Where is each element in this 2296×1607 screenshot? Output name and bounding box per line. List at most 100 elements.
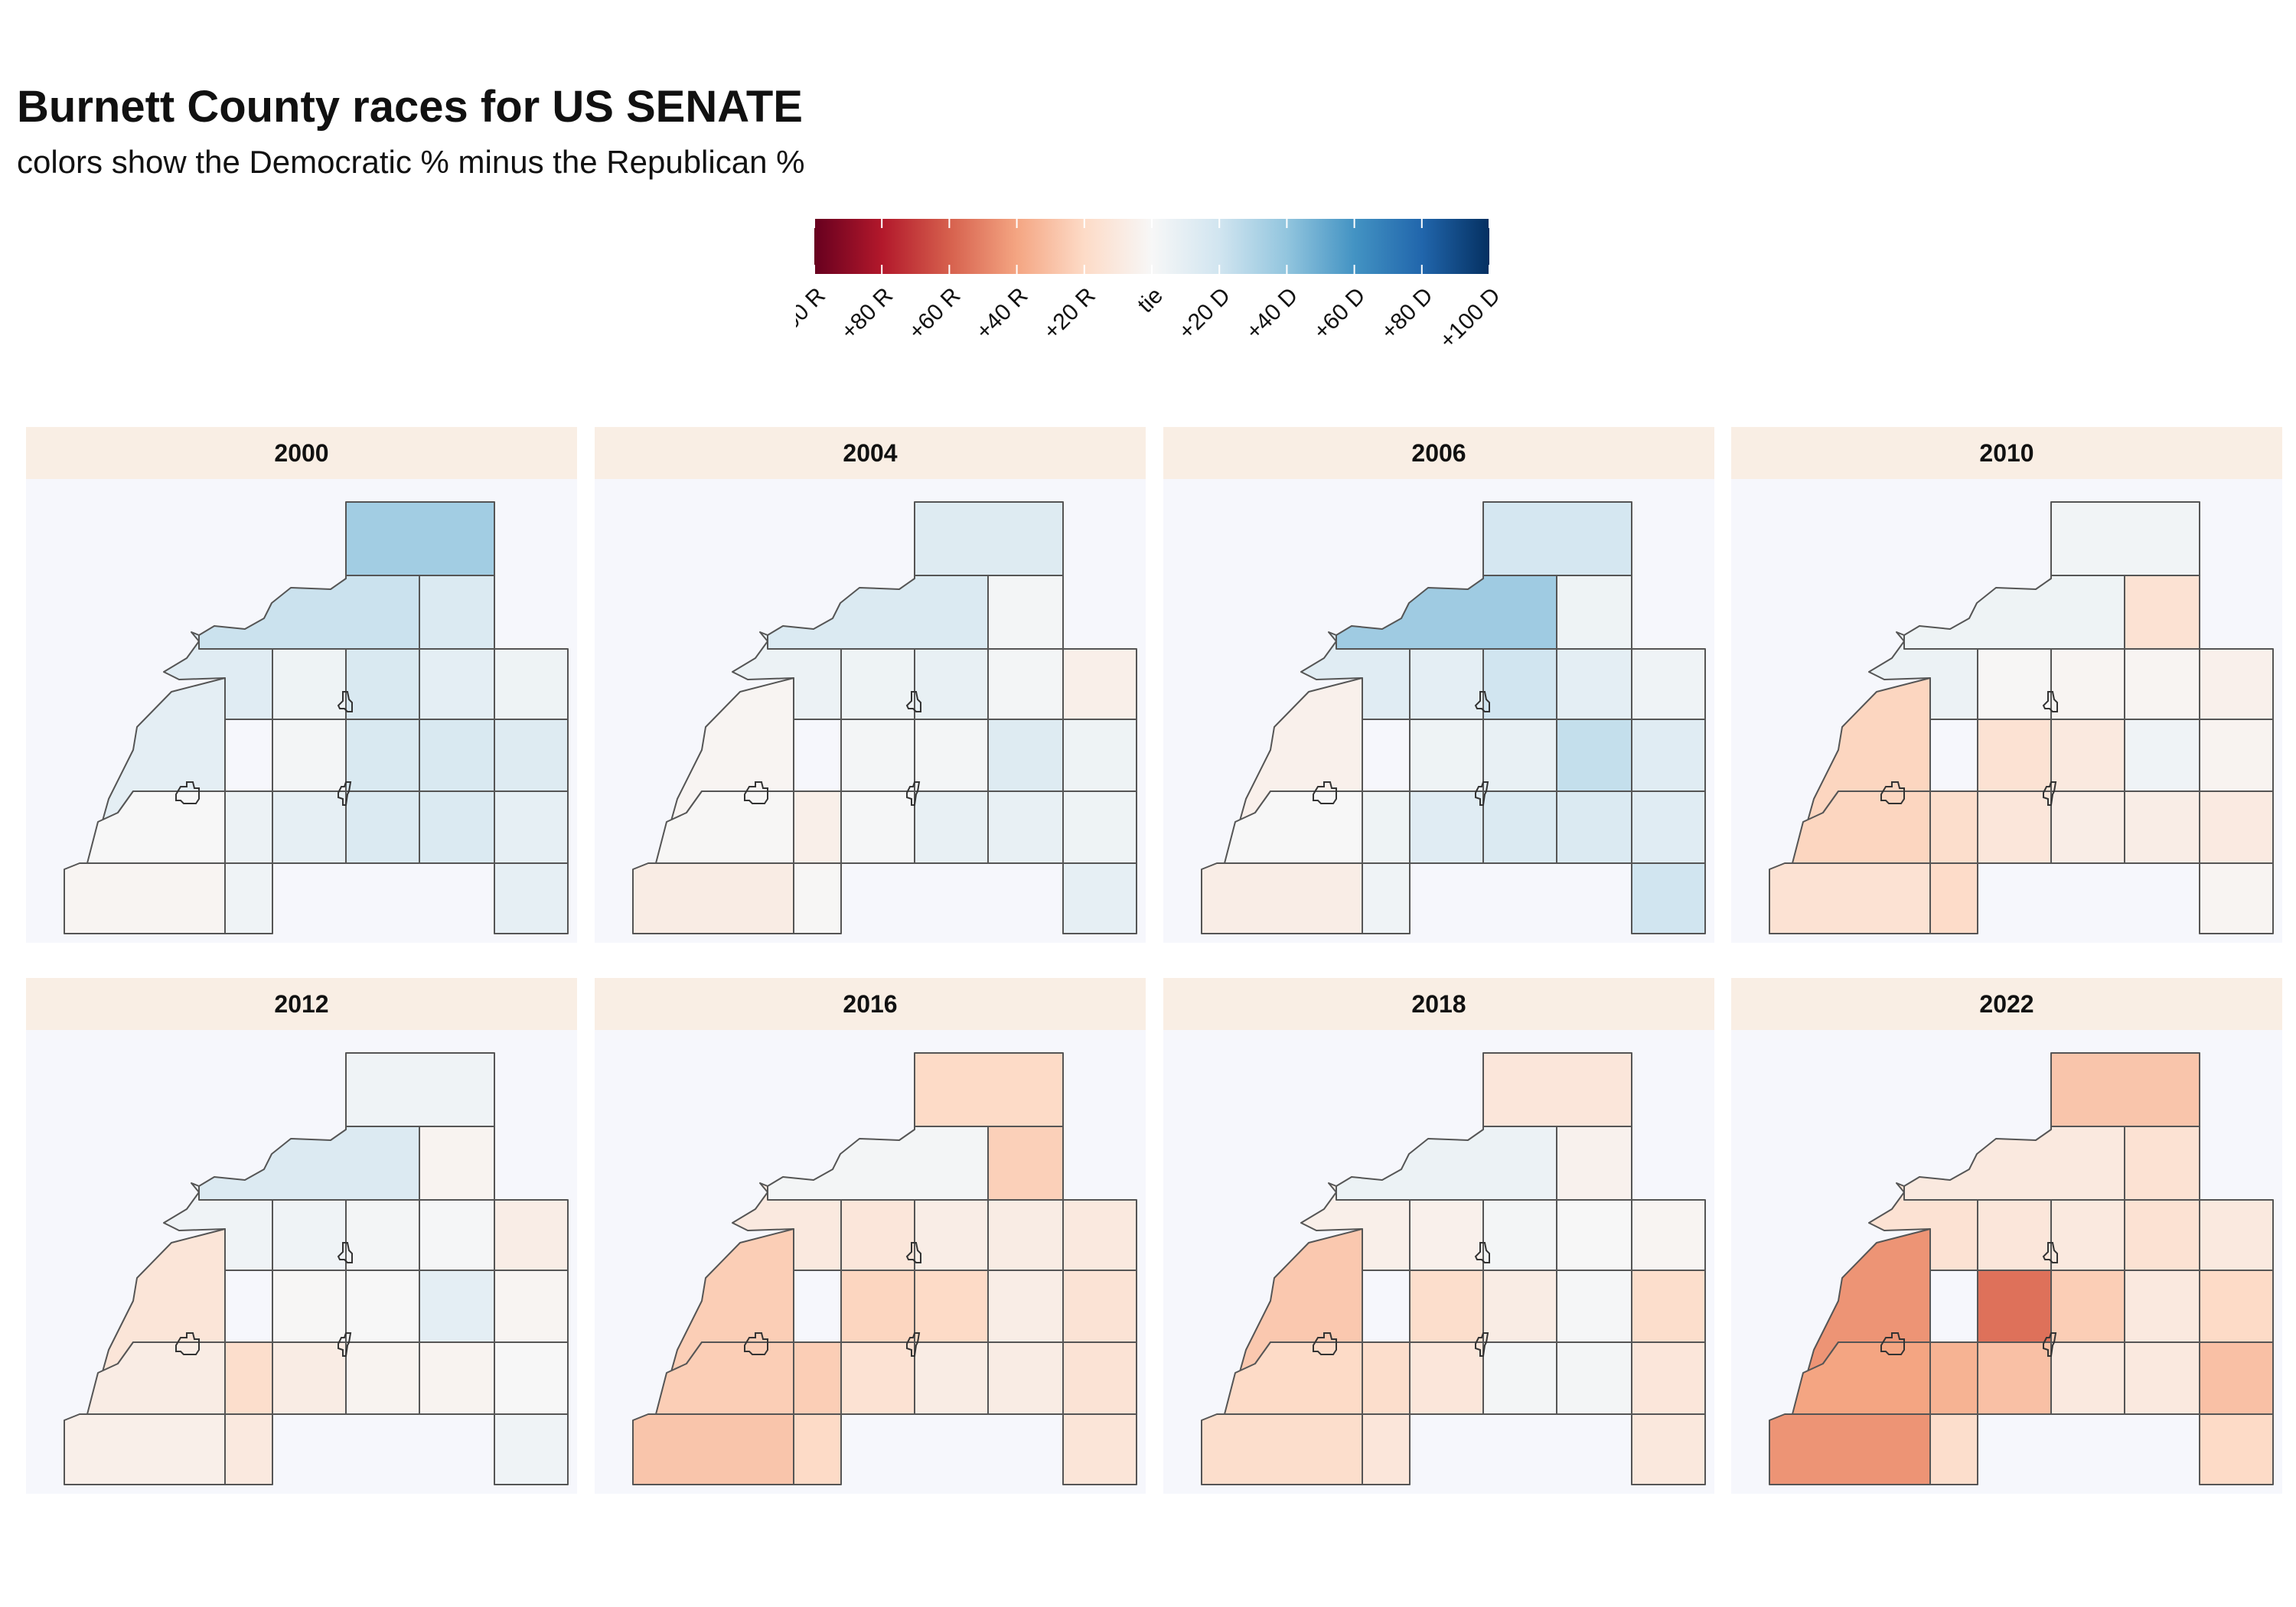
municipality-northeast bbox=[1482, 1052, 1632, 1127]
municipality-row4_extra bbox=[2124, 790, 2200, 864]
municipality-row4_c2 bbox=[1977, 790, 2052, 864]
municipality-row4_c1 bbox=[1929, 790, 1978, 864]
municipality-row5_c4 bbox=[1062, 862, 1137, 934]
village-outline bbox=[905, 1242, 921, 1263]
municipality-row4_c4 bbox=[1631, 1341, 1706, 1415]
panel-header-2006: 2006 bbox=[1163, 427, 1714, 479]
municipality-row2_c2 bbox=[914, 1199, 989, 1271]
chart-title: Burnett County races for US SENATE bbox=[17, 82, 803, 132]
municipality-row3_c2 bbox=[914, 719, 989, 792]
municipality-row3_c4 bbox=[1062, 1270, 1137, 1343]
legend-tick-label: +60 D bbox=[1309, 283, 1371, 345]
municipality-row5_c4 bbox=[2199, 862, 2274, 934]
village-outline bbox=[1475, 781, 1489, 806]
legend-tick-label: +80 R bbox=[837, 283, 899, 345]
municipality-row2_c4 bbox=[1062, 1199, 1137, 1271]
municipality-northeast bbox=[2050, 1052, 2200, 1127]
municipality-northeast bbox=[914, 1052, 1064, 1127]
municipality-row4_c2 bbox=[272, 1341, 347, 1415]
municipality-row5_c1 bbox=[1362, 1413, 1411, 1485]
municipality-row4_c2 bbox=[1977, 1341, 2052, 1415]
municipality-row3_c2 bbox=[1482, 719, 1557, 792]
municipality-row2_c3 bbox=[419, 648, 495, 720]
municipality-row4_c3 bbox=[1482, 1341, 1557, 1415]
village-outline bbox=[175, 1332, 200, 1355]
municipality-row5_c1 bbox=[793, 1413, 842, 1485]
municipalities bbox=[1769, 1052, 2274, 1485]
municipality-row5_c0 bbox=[64, 862, 226, 934]
municipality-row3_c3 bbox=[419, 1270, 495, 1343]
panel-map-2006 bbox=[1163, 479, 1714, 943]
municipality-upper_west bbox=[1336, 1126, 1557, 1201]
municipality-upper_east bbox=[987, 575, 1064, 650]
municipality-row2_c2 bbox=[2050, 1199, 2125, 1271]
municipality-row3_c4 bbox=[1631, 1270, 1706, 1343]
municipalities bbox=[632, 501, 1137, 934]
municipality-row3_c4 bbox=[2199, 1270, 2274, 1343]
municipality-row4_extra bbox=[1556, 790, 1632, 864]
municipality-upper_west bbox=[767, 1126, 989, 1201]
municipality-row4_c2 bbox=[840, 1341, 915, 1415]
municipalities bbox=[632, 1052, 1137, 1485]
municipality-row2_c1 bbox=[272, 1199, 347, 1271]
village-outline bbox=[338, 1332, 352, 1357]
panel-header-2010: 2010 bbox=[1731, 427, 2282, 479]
municipality-row4_c3 bbox=[345, 790, 420, 864]
municipalities bbox=[1769, 501, 2274, 934]
municipality-row4_extra bbox=[419, 790, 495, 864]
municipality-row4_c3 bbox=[345, 1341, 420, 1415]
municipality-row4_c3 bbox=[2050, 1341, 2125, 1415]
municipality-row5_c0 bbox=[1201, 862, 1363, 934]
municipality-row3_c3 bbox=[2124, 719, 2200, 792]
municipality-row5_c1 bbox=[1929, 862, 1978, 934]
municipality-row5_c1 bbox=[793, 862, 842, 934]
municipality-row2_c4 bbox=[1631, 1199, 1706, 1271]
municipality-row2_c2 bbox=[2050, 648, 2125, 720]
panel-year-label: 2012 bbox=[274, 989, 329, 1018]
municipality-upper_east bbox=[419, 575, 495, 650]
municipality-row5_c4 bbox=[2199, 1413, 2274, 1485]
municipality-row4_c4 bbox=[1062, 790, 1137, 864]
municipality-row4_c1 bbox=[793, 790, 842, 864]
village-outline bbox=[2042, 691, 2058, 712]
municipality-row5_c0 bbox=[1769, 1413, 1931, 1485]
panel-year-label: 2000 bbox=[274, 438, 329, 467]
village-outline bbox=[1474, 1242, 1490, 1263]
village-outline bbox=[175, 781, 200, 804]
panel-year-label: 2010 bbox=[1979, 438, 2034, 467]
municipality-row3_c2 bbox=[345, 1270, 420, 1343]
municipality-row4_c1 bbox=[1362, 1341, 1411, 1415]
municipality-northeast bbox=[2050, 501, 2200, 576]
panel-header-2012: 2012 bbox=[26, 978, 577, 1030]
municipality-row4_extra bbox=[1556, 1341, 1632, 1415]
municipality-upper_west bbox=[1336, 575, 1557, 650]
village-outline bbox=[2043, 781, 2057, 806]
municipality-row4_c2 bbox=[272, 790, 347, 864]
municipality-row2_c4 bbox=[494, 648, 569, 720]
village-outline bbox=[1313, 781, 1337, 804]
municipalities bbox=[64, 501, 569, 934]
panel-year-label: 2022 bbox=[1979, 989, 2034, 1018]
municipality-upper_east bbox=[987, 1126, 1064, 1201]
panel-header-2000: 2000 bbox=[26, 427, 577, 479]
municipality-row2_c3 bbox=[419, 1199, 495, 1271]
village-outline bbox=[906, 781, 921, 806]
legend-tick-label: +80 D bbox=[1376, 283, 1438, 345]
panel-map-2018 bbox=[1163, 1030, 1714, 1494]
municipality-row2_c1 bbox=[1409, 648, 1484, 720]
municipality-row4_extra bbox=[987, 790, 1064, 864]
municipality-row2_c1 bbox=[272, 648, 347, 720]
village-outline bbox=[2043, 1332, 2057, 1357]
municipality-row2_c2 bbox=[914, 648, 989, 720]
panel-map-2000 bbox=[26, 479, 577, 943]
municipality-row4_c4 bbox=[1631, 790, 1706, 864]
municipality-row5_c4 bbox=[494, 862, 569, 934]
panel-year-label: 2006 bbox=[1411, 438, 1466, 467]
municipality-row5_c1 bbox=[1929, 1413, 1978, 1485]
municipality-row3_c3 bbox=[987, 719, 1064, 792]
village-outline bbox=[744, 781, 768, 804]
chart-subtitle: colors show the Democratic % minus the R… bbox=[17, 144, 805, 180]
municipality-row4_c4 bbox=[2199, 790, 2274, 864]
village-outline bbox=[905, 691, 921, 712]
